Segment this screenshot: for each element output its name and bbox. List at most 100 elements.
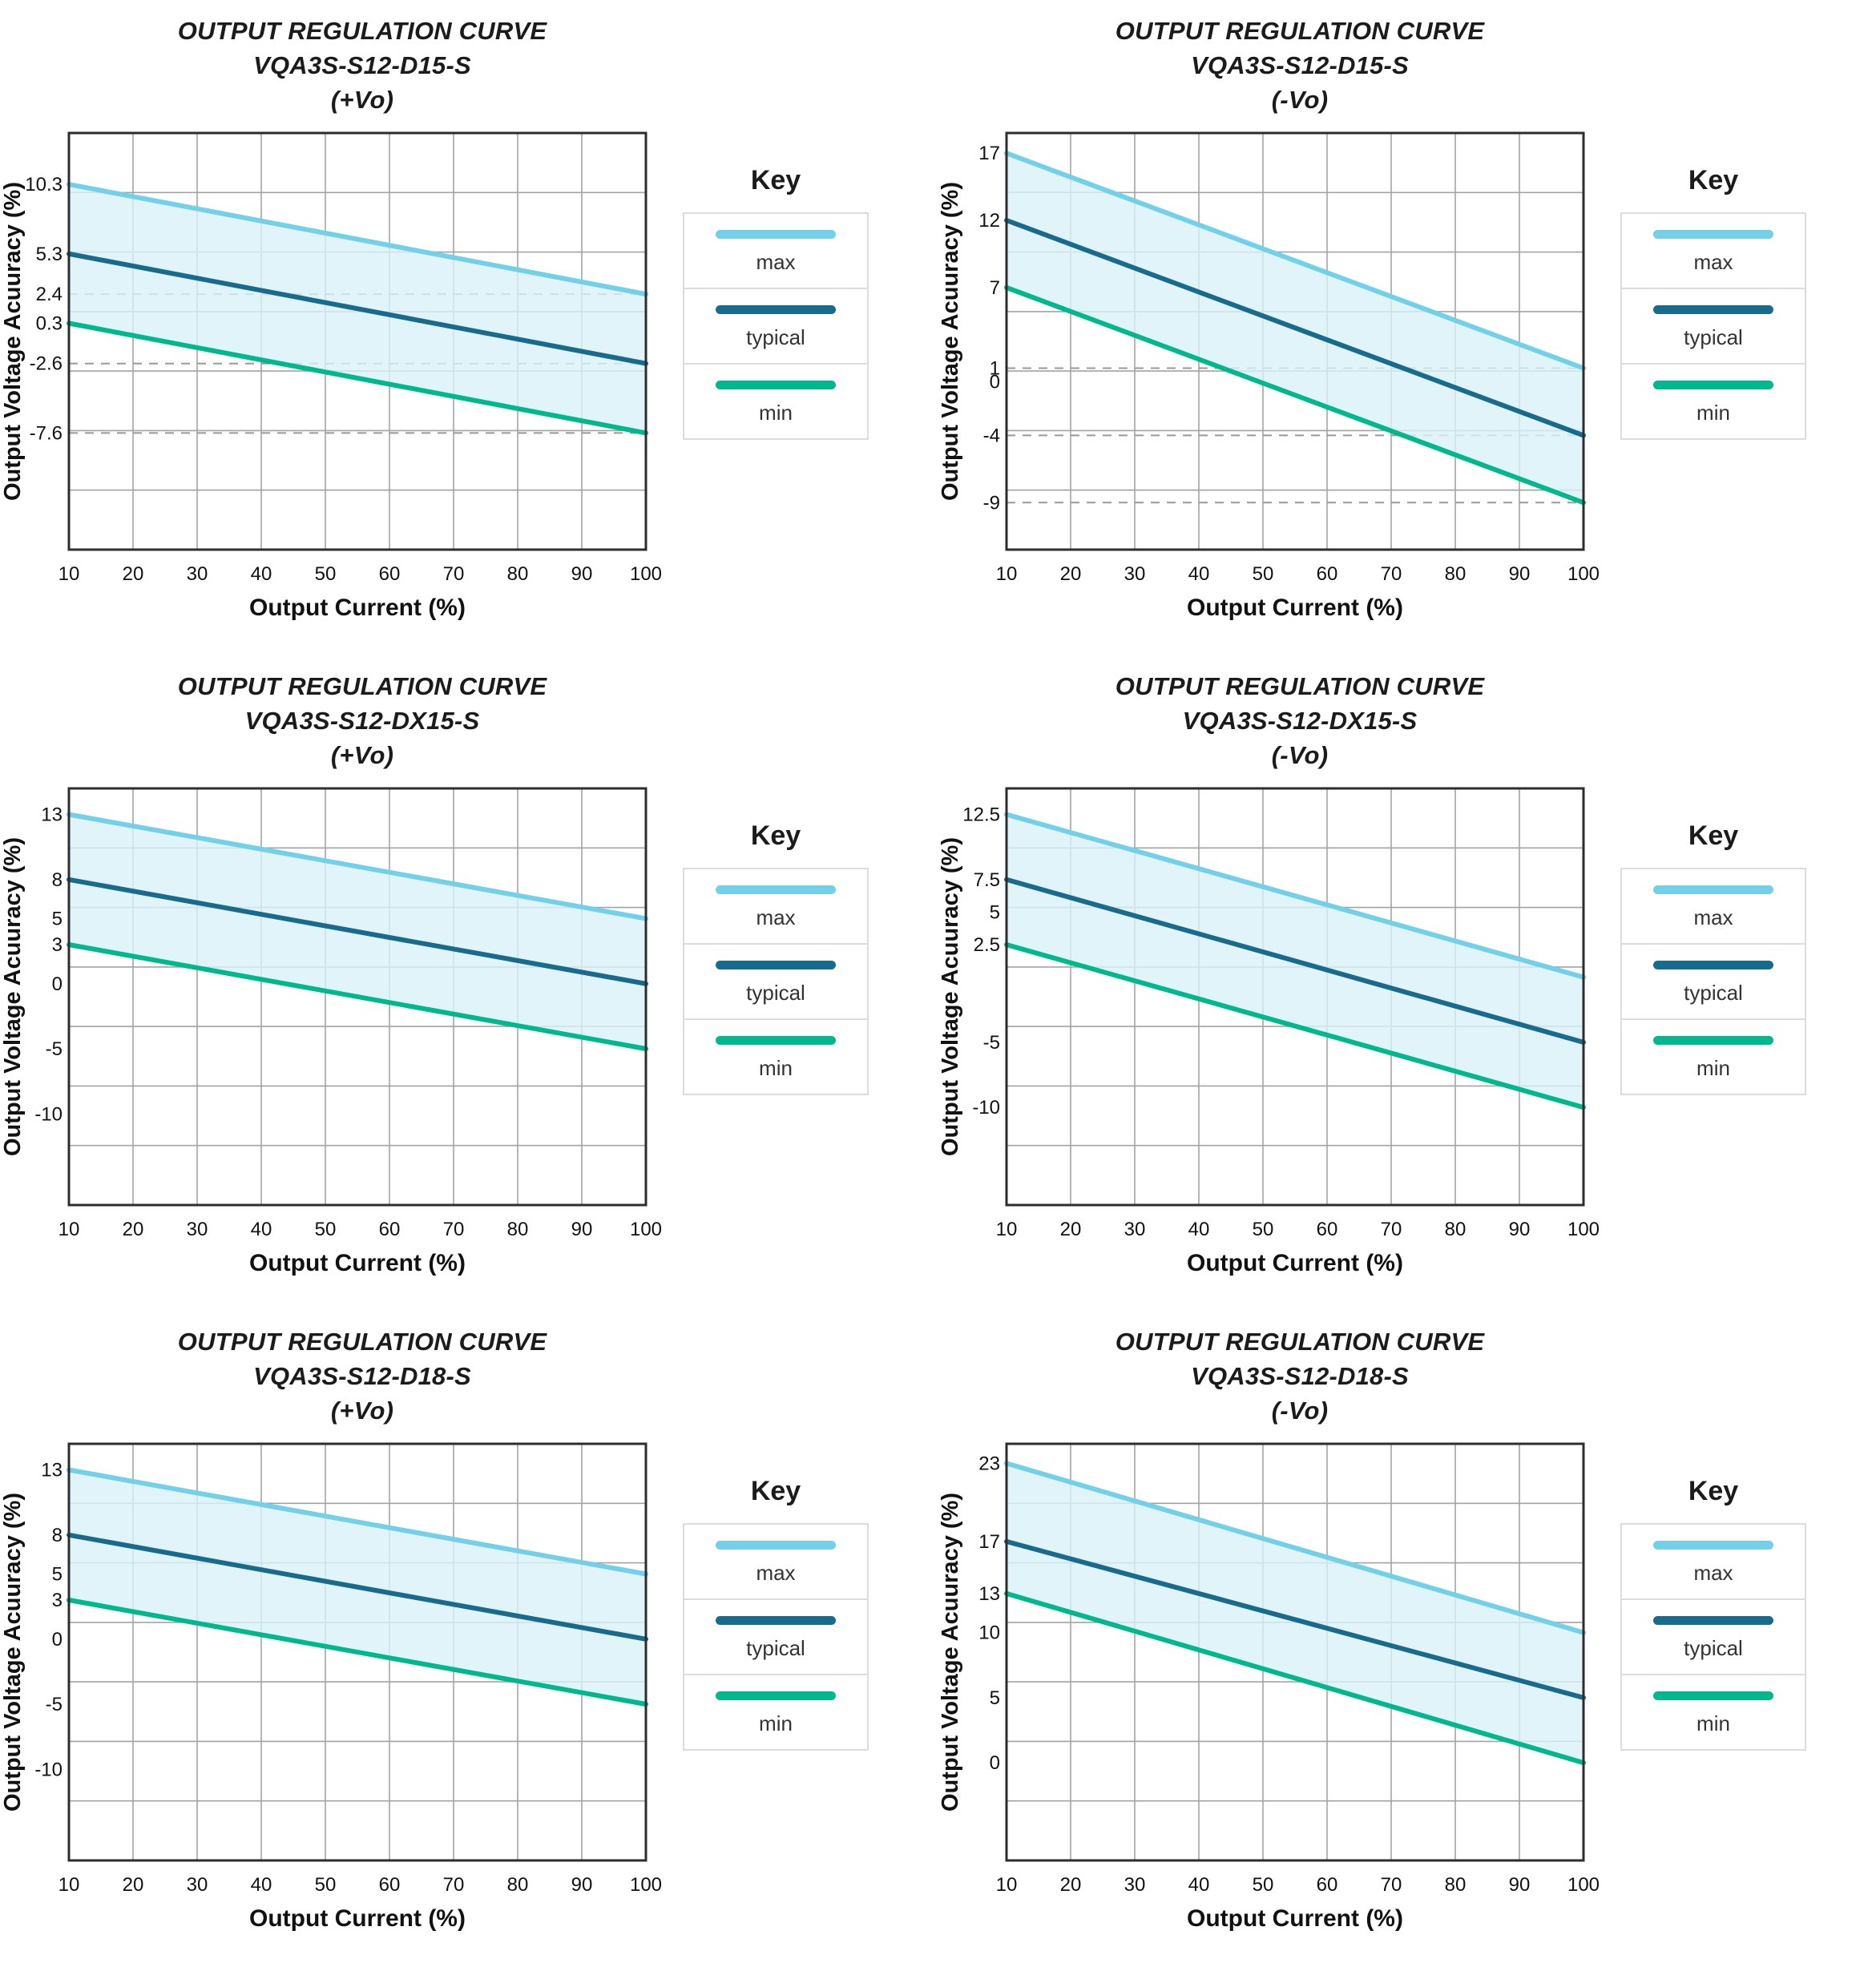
legend-entry-typical: typical [1620,943,1806,1021]
typical-line [67,1533,648,1643]
legend-entry-min: min [683,363,869,441]
x-tick-label: 100 [1567,1219,1600,1240]
y-tick-labels: 23 17 13 10 5 0 [978,1453,1000,1775]
plot-border [1005,787,1585,1207]
min-line-swatch [1653,1036,1773,1046]
y-tick-label: 3 [52,1590,63,1611]
x-tick-label: 80 [1445,1874,1467,1896]
chart-title: OUTPUT REGULATION CURVE VQA3S-S12-D15-S … [10,14,715,117]
x-tick-label: 90 [1509,1219,1531,1240]
y-tick-labels: 13 8 5 3 0 -5 -10 [34,804,63,1126]
y-tick-label: -9 [983,493,1000,514]
chart-plot: 12.5 7.5 5 2.5 -5 -10 10 20 30 40 50 60 70 80 90 100 Out… [938,787,1600,1276]
x-tick-label: 70 [443,1219,465,1240]
y-tick-label: 0 [990,1752,1000,1774]
legend-entry-label: max [756,905,796,930]
chart-plot-host: 13 8 5 3 0 -5 -10 10 20 30 40 50 60 70 80 90 100 Output C… [0,779,665,1289]
y-tick-label: 8 [52,869,63,891]
x-tick-label: 60 [1317,1219,1338,1240]
y-axis-title: Output Voltage Acuuracy (%) [0,182,26,501]
y-tick-label: 13 [41,804,63,826]
x-tick-label: 90 [571,1874,593,1896]
x-tick-label: 80 [507,1219,529,1240]
y-tick-label: 5.3 [36,244,63,265]
legend-entry-max: max [1620,1523,1806,1601]
min-line [1004,942,1586,1110]
legend-entry-label: typical [746,325,805,350]
legend-entry-label: typical [746,1636,805,1661]
legend-entry-label: typical [746,981,805,1006]
x-tick-label: 40 [251,1219,272,1240]
legend: Key max typical min [1620,165,1806,441]
x-tick-label: 40 [1188,1219,1210,1240]
x-tick-label: 90 [1509,1874,1531,1896]
x-tick-label: 70 [1381,1874,1402,1896]
y-tick-label: 5 [990,1687,1000,1709]
y-tick-label: 0 [52,1629,63,1651]
x-tick-label: 10 [996,1219,1018,1240]
min-line [67,942,648,1052]
x-tick-label: 50 [1253,1874,1274,1896]
x-tick-label: 10 [58,1874,80,1896]
min-max-band [1007,1463,1584,1763]
y-tick-label: 13 [41,1460,63,1481]
legend-entries: max typical min [1620,212,1806,441]
x-tick-label: 50 [315,563,337,585]
legend-entry-label: min [759,401,793,425]
y-tick-label: -10 [34,1104,63,1126]
legend-entries: max typical min [683,868,869,1096]
legend-entry-typical: typical [1620,1598,1806,1676]
y-axis-title: Output Voltage Acuuracy (%) [0,1493,26,1812]
typical-line [1004,218,1586,438]
legend-entry-max: max [683,1523,869,1601]
x-tick-label: 60 [1317,563,1338,585]
legend-entry-label: max [756,1561,796,1586]
chart-title-polarity: (-Vo) [1271,740,1329,769]
chart-title: OUTPUT REGULATION CURVE VQA3S-S12-DX15-S… [947,670,1652,772]
y-axis-title: Output Voltage Acuuracy (%) [938,1493,963,1812]
legend: Key max typical min [683,165,869,441]
min-line-swatch [716,1036,836,1046]
y-tick-label: 0 [52,973,63,995]
x-tick-label: 30 [1124,1219,1146,1240]
x-tick-label: 90 [571,1219,593,1240]
y-axis-title: Output Voltage Acuuracy (%) [938,182,963,501]
chart-title-model: VQA3S-S12-D18-S [1191,1361,1409,1390]
y-tick-label: -10 [972,1097,1000,1119]
x-tick-label: 80 [1445,1219,1467,1240]
legend-entry-min: min [683,1018,869,1096]
legend: Key max typical min [683,820,869,1096]
chart-cell: OUTPUT REGULATION CURVE VQA3S-S12-DX15-S… [938,655,1875,1311]
x-tick-label: 40 [1188,563,1210,585]
y-tick-label: 17 [978,143,1000,164]
max-line [1004,1461,1586,1635]
chart-title-line-1: OUTPUT REGULATION CURVE [1115,1328,1485,1356]
x-tick-labels: 10 20 30 40 50 60 70 80 90 100 [58,1219,662,1240]
min-line [67,320,648,436]
x-tick-label: 30 [1124,1874,1146,1896]
y-tick-label: 10.3 [25,174,63,195]
chart-cell: OUTPUT REGULATION CURVE VQA3S-S12-DX15-S… [0,655,938,1311]
x-axis-title: Output Current (%) [1187,1250,1403,1276]
chart-title-polarity: (-Vo) [1271,85,1329,114]
chart-title-line-1: OUTPUT REGULATION CURVE [177,1328,547,1356]
x-tick-label: 70 [443,1874,465,1896]
chart-body: 13 8 5 3 0 -5 -10 10 20 30 40 50 60 70 80 90 100 Output C… [0,779,938,1289]
x-tick-label: 10 [996,563,1018,585]
chart-title-model: VQA3S-S12-DX15-S [244,706,480,735]
max-line [1004,812,1586,980]
y-tick-labels: 12.5 7.5 5 2.5 -5 -10 [962,804,1000,1119]
y-tick-label: -5 [46,1694,63,1715]
x-tick-label: 50 [315,1219,337,1240]
chart-body: 12.5 7.5 5 2.5 -5 -10 10 20 30 40 50 60 70 80 90 100 Out… [938,779,1875,1289]
y-tick-label: 10 [978,1622,1000,1644]
legend-entry-label: min [1696,1711,1730,1736]
y-tick-label: 5 [52,909,63,930]
x-tick-label: 30 [187,563,208,585]
legend-title: Key [750,165,801,196]
x-tick-labels: 10 20 30 40 50 60 70 80 90 100 [996,1874,1600,1896]
x-tick-label: 70 [1381,563,1402,585]
